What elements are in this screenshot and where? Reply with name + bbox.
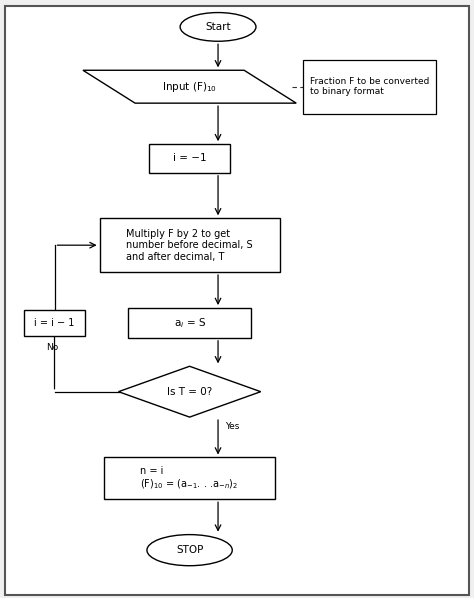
Text: Fraction F to be converted
to binary format: Fraction F to be converted to binary for… — [310, 77, 429, 96]
Text: Start: Start — [205, 22, 231, 32]
Text: i = −1: i = −1 — [173, 154, 206, 163]
FancyBboxPatch shape — [149, 144, 230, 173]
Text: Input (F)$_{10}$: Input (F)$_{10}$ — [162, 80, 217, 94]
Text: i = i − 1: i = i − 1 — [34, 318, 75, 328]
Text: Multiply F by 2 to get
number before decimal, S
and after decimal, T: Multiply F by 2 to get number before dec… — [126, 228, 253, 262]
Polygon shape — [118, 366, 261, 417]
Text: a$_i$ = S: a$_i$ = S — [173, 316, 206, 330]
Text: n = i
(F)$_{10}$ = (a$_{-1}$. . .a$_{-n}$)$_2$: n = i (F)$_{10}$ = (a$_{-1}$. . .a$_{-n}… — [140, 466, 239, 491]
Ellipse shape — [180, 13, 256, 41]
Text: No: No — [46, 343, 58, 352]
FancyBboxPatch shape — [128, 308, 251, 338]
FancyBboxPatch shape — [5, 6, 469, 595]
FancyBboxPatch shape — [24, 310, 85, 336]
Polygon shape — [83, 70, 296, 103]
Text: Is T = 0?: Is T = 0? — [167, 387, 212, 396]
FancyBboxPatch shape — [303, 60, 436, 114]
Text: STOP: STOP — [176, 545, 203, 555]
FancyBboxPatch shape — [104, 457, 275, 499]
Text: Yes: Yes — [225, 422, 239, 431]
Ellipse shape — [147, 535, 232, 566]
FancyBboxPatch shape — [100, 218, 280, 272]
